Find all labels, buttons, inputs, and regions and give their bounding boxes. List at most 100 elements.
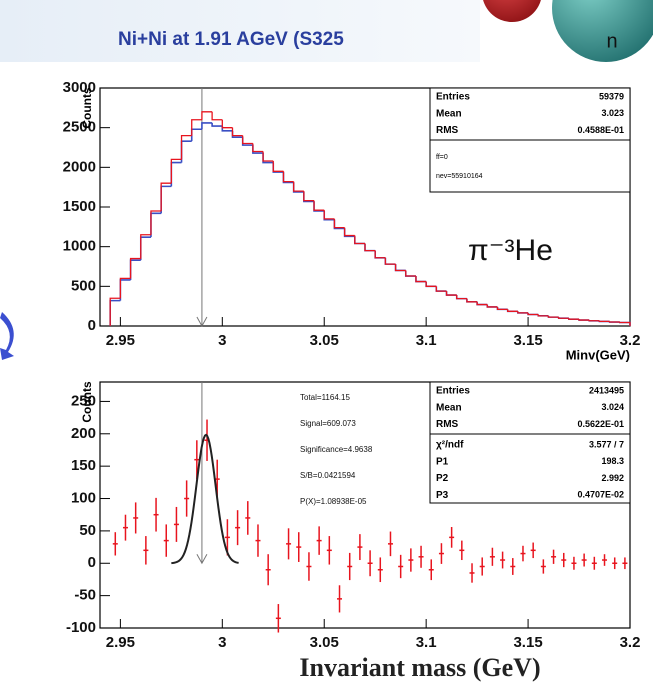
x-tick-label: 3.1: [416, 634, 437, 651]
histogram-bin: [129, 257, 141, 279]
annotation: π⁻³He: [468, 234, 553, 267]
histogram-bin: [150, 210, 162, 235]
histogram-bin: [170, 158, 182, 184]
badge: n: [606, 30, 617, 52]
y-tick-label: 3000: [63, 79, 96, 96]
histogram-bin: [476, 301, 488, 306]
histogram-bin: [139, 236, 151, 261]
stats-name: P3: [436, 490, 449, 501]
histogram-bin: [384, 257, 396, 265]
histogram-bin: [588, 320, 600, 322]
histogram-bin: [547, 315, 559, 318]
histogram-bin: [415, 276, 427, 283]
histogram-bin: [119, 277, 131, 299]
y-tick-label: 150: [71, 457, 96, 474]
stats-value: 3.023: [601, 108, 624, 118]
y-tick-label: 2500: [63, 119, 96, 136]
fit-note: Signal=609.073: [300, 419, 356, 428]
histogram-bin: [354, 235, 365, 245]
fit-note: Significance=4.9638: [300, 445, 373, 454]
y-tick-label: 0: [88, 317, 96, 334]
histogram-bin: [293, 181, 304, 192]
stats-note: ff=0: [436, 154, 448, 161]
stats-value: 3.577 / 7: [589, 439, 624, 449]
histogram-bin: [374, 250, 386, 259]
histogram-bin: [252, 143, 264, 153]
histogram-bin: [119, 279, 131, 301]
histogram-bin: [364, 243, 376, 252]
histogram-bin: [425, 281, 437, 288]
x-tick-label: 3.2: [620, 332, 641, 349]
x-tick-label: 2.95: [106, 634, 135, 651]
plot-frame: [99, 381, 631, 629]
histogram-bin: [578, 319, 590, 321]
left-arrow: [0, 312, 14, 360]
histogram-bin: [394, 264, 406, 272]
histogram-bin: [282, 171, 294, 183]
histogram-bin: [170, 161, 182, 187]
histogram-bin: [527, 312, 539, 316]
histogram-bin: [435, 286, 447, 292]
histogram-bin: [191, 119, 202, 136]
histogram-bin: [313, 200, 325, 211]
histogram-bin: [272, 160, 284, 172]
histogram-bin: [619, 321, 631, 326]
stats-name: Entries: [436, 386, 470, 397]
slide-title: Ni+Ni at 1.91 AGeV (S325: [118, 29, 344, 50]
histogram-bin: [405, 270, 416, 277]
stats-name: χ²/ndf: [436, 440, 464, 451]
histogram-bin: [384, 257, 396, 265]
y-tick-label: 200: [71, 425, 96, 442]
histogram-bin: [517, 311, 529, 314]
histogram-bin: [445, 291, 457, 296]
fit-curve: [171, 433, 239, 565]
histogram-bin: [180, 134, 192, 160]
histogram-bin: [343, 227, 355, 237]
histogram-bin: [303, 191, 315, 202]
proton-ball: [483, 0, 541, 22]
y-tick-label: 1000: [63, 238, 96, 255]
y-tick-label: -50: [74, 587, 96, 604]
stats-value: 0.5622E-01: [577, 419, 624, 429]
stats-name: Entries: [436, 92, 470, 103]
y-tick-label: 1500: [63, 198, 96, 215]
histogram-bin: [201, 111, 213, 120]
stats-value: 0.4707E-02: [577, 490, 624, 500]
histogram-bin: [180, 140, 192, 163]
histogram-bin: [129, 259, 141, 280]
y-axis-label: Counts: [80, 87, 94, 129]
stats-name: Mean: [436, 108, 462, 119]
histogram-bin: [211, 122, 223, 127]
neutron-ball: [552, 0, 653, 62]
stats-name: RMS: [436, 125, 459, 136]
y-tick-label: 50: [79, 522, 96, 539]
histogram-bin: [456, 295, 467, 300]
stats-name: P2: [436, 473, 449, 484]
histogram-bin: [364, 243, 376, 252]
histogram-bin: [374, 250, 386, 259]
histogram-bin: [507, 309, 518, 312]
x-tick-label: 3.1: [416, 332, 437, 349]
x-tick-label: 3.05: [310, 332, 339, 349]
histogram-bin: [425, 281, 437, 287]
histogram-bin: [150, 212, 162, 238]
fit-note: S/B=0.0421594: [300, 471, 356, 480]
stats-value: 2.992: [601, 473, 624, 483]
histogram-bin: [109, 297, 121, 326]
stats-value: 0.4588E-01: [577, 125, 624, 135]
histogram-bin: [221, 126, 233, 132]
histogram-bin: [282, 172, 294, 184]
histogram-bin: [160, 182, 172, 211]
fit-note: P(X)=1.08938E-05: [300, 497, 367, 506]
histogram-bin: [415, 276, 427, 283]
stats-value: 3.024: [601, 402, 624, 412]
histogram-bin: [537, 314, 549, 317]
histogram-bin: [140, 234, 151, 259]
histogram-bin: [323, 210, 335, 220]
histogram-bin: [231, 127, 243, 137]
x-tick-label: 3.15: [513, 634, 542, 651]
y-axis-label: Counts: [80, 381, 94, 423]
histogram-bin: [394, 264, 406, 272]
histogram-bin: [404, 270, 416, 277]
histogram-bin: [201, 122, 213, 130]
